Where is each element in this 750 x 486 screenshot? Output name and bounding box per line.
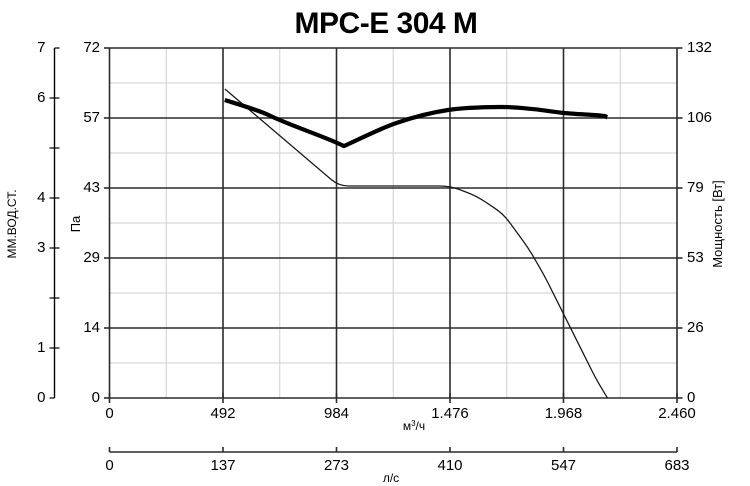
svg-text:1.968: 1.968 [545, 405, 583, 422]
svg-text:6: 6 [37, 89, 45, 106]
svg-text:137: 137 [210, 457, 235, 474]
svg-text:106: 106 [687, 109, 712, 126]
svg-text:14: 14 [83, 319, 100, 336]
svg-text:0: 0 [105, 457, 113, 474]
svg-text:26: 26 [687, 319, 704, 336]
svg-text:492: 492 [210, 405, 235, 422]
svg-text:Па: Па [68, 215, 83, 232]
svg-text:7: 7 [37, 39, 45, 56]
svg-text:ММ.ВОД.СТ.: ММ.ВОД.СТ. [5, 189, 19, 258]
svg-text:0: 0 [687, 389, 695, 406]
svg-text:29: 29 [83, 249, 100, 266]
svg-text:53: 53 [687, 249, 704, 266]
svg-text:72: 72 [83, 39, 100, 56]
svg-text:0: 0 [105, 405, 113, 422]
svg-text:Мощность [Вт]: Мощность [Вт] [710, 180, 725, 268]
svg-text:1: 1 [37, 339, 45, 356]
svg-text:м3/ч: м3/ч [403, 419, 425, 434]
svg-text:0: 0 [37, 389, 45, 406]
svg-text:MPC-E 304 M: MPC-E 304 M [295, 7, 478, 40]
svg-text:2.460: 2.460 [658, 405, 696, 422]
svg-text:410: 410 [437, 457, 462, 474]
svg-text:4: 4 [37, 189, 45, 206]
svg-text:57: 57 [83, 109, 100, 126]
svg-text:683: 683 [664, 457, 689, 474]
svg-text:1.476: 1.476 [431, 405, 469, 422]
svg-text:984: 984 [324, 405, 349, 422]
svg-text:132: 132 [687, 39, 712, 56]
svg-text:273: 273 [324, 457, 349, 474]
svg-text:43: 43 [83, 179, 100, 196]
svg-text:79: 79 [687, 179, 704, 196]
svg-text:547: 547 [551, 457, 576, 474]
svg-text:л/с: л/с [383, 471, 399, 485]
svg-text:3: 3 [37, 239, 45, 256]
svg-text:0: 0 [92, 389, 100, 406]
